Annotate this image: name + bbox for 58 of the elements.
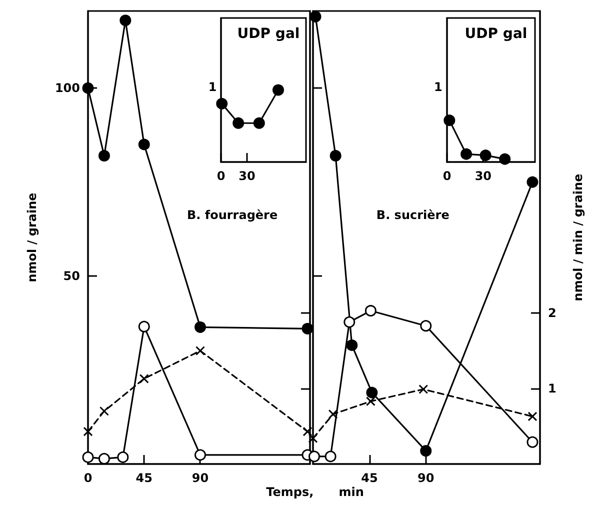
y2-tick-label: 2 — [548, 306, 556, 320]
point — [194, 321, 206, 333]
point — [195, 346, 205, 356]
x-tick-label: 90 — [418, 471, 434, 485]
point — [302, 426, 312, 436]
point — [364, 304, 376, 316]
point — [499, 153, 511, 165]
y2-tick-label: 1 — [548, 382, 556, 396]
x-tick-label: 45 — [361, 471, 378, 485]
point — [138, 320, 150, 332]
point — [194, 449, 206, 461]
point — [344, 316, 356, 328]
annotation: B. fourragère — [186, 208, 278, 222]
point — [98, 150, 110, 162]
x-axis-title: Temps, min — [266, 485, 364, 499]
point — [526, 176, 538, 188]
point — [117, 451, 129, 463]
point — [83, 426, 93, 436]
point — [308, 450, 320, 462]
point — [420, 445, 432, 457]
point — [328, 409, 338, 419]
point — [120, 14, 132, 26]
point — [98, 452, 110, 464]
point — [460, 148, 472, 160]
point — [139, 374, 149, 384]
point — [366, 396, 376, 406]
point — [138, 138, 150, 150]
x-tick-label: 0 — [442, 169, 452, 183]
point — [99, 406, 109, 416]
point — [444, 114, 456, 126]
point — [418, 384, 428, 394]
annotation: 1 — [434, 80, 442, 94]
point — [82, 82, 94, 94]
y-tick-label: 100 — [54, 81, 80, 96]
point — [420, 320, 432, 332]
x-tick-label: 0 — [84, 471, 92, 485]
chart-title: UDP gal — [237, 26, 300, 42]
point — [330, 150, 342, 162]
x-tick-label: 30 — [238, 169, 256, 183]
x-tick-label: 0 — [216, 169, 226, 183]
y2-axis-title: nmol / min / graine — [571, 174, 585, 302]
point — [528, 412, 538, 422]
point — [346, 339, 358, 351]
point — [310, 10, 322, 22]
chart-title: UDP gal — [464, 26, 528, 42]
x-tick-label: 45 — [136, 471, 152, 485]
point — [366, 386, 378, 398]
point — [526, 436, 538, 448]
y-axis-title: nmol / graine — [25, 192, 39, 282]
point — [308, 434, 318, 444]
annotation: B. sucrière — [376, 208, 450, 222]
point — [480, 150, 492, 162]
y-tick-label: 50 — [63, 269, 80, 284]
x-tick-label: 30 — [474, 169, 492, 183]
point — [302, 322, 314, 334]
x-tick-label: 90 — [192, 471, 209, 485]
point — [324, 450, 336, 462]
annotation: 1 — [208, 80, 217, 94]
